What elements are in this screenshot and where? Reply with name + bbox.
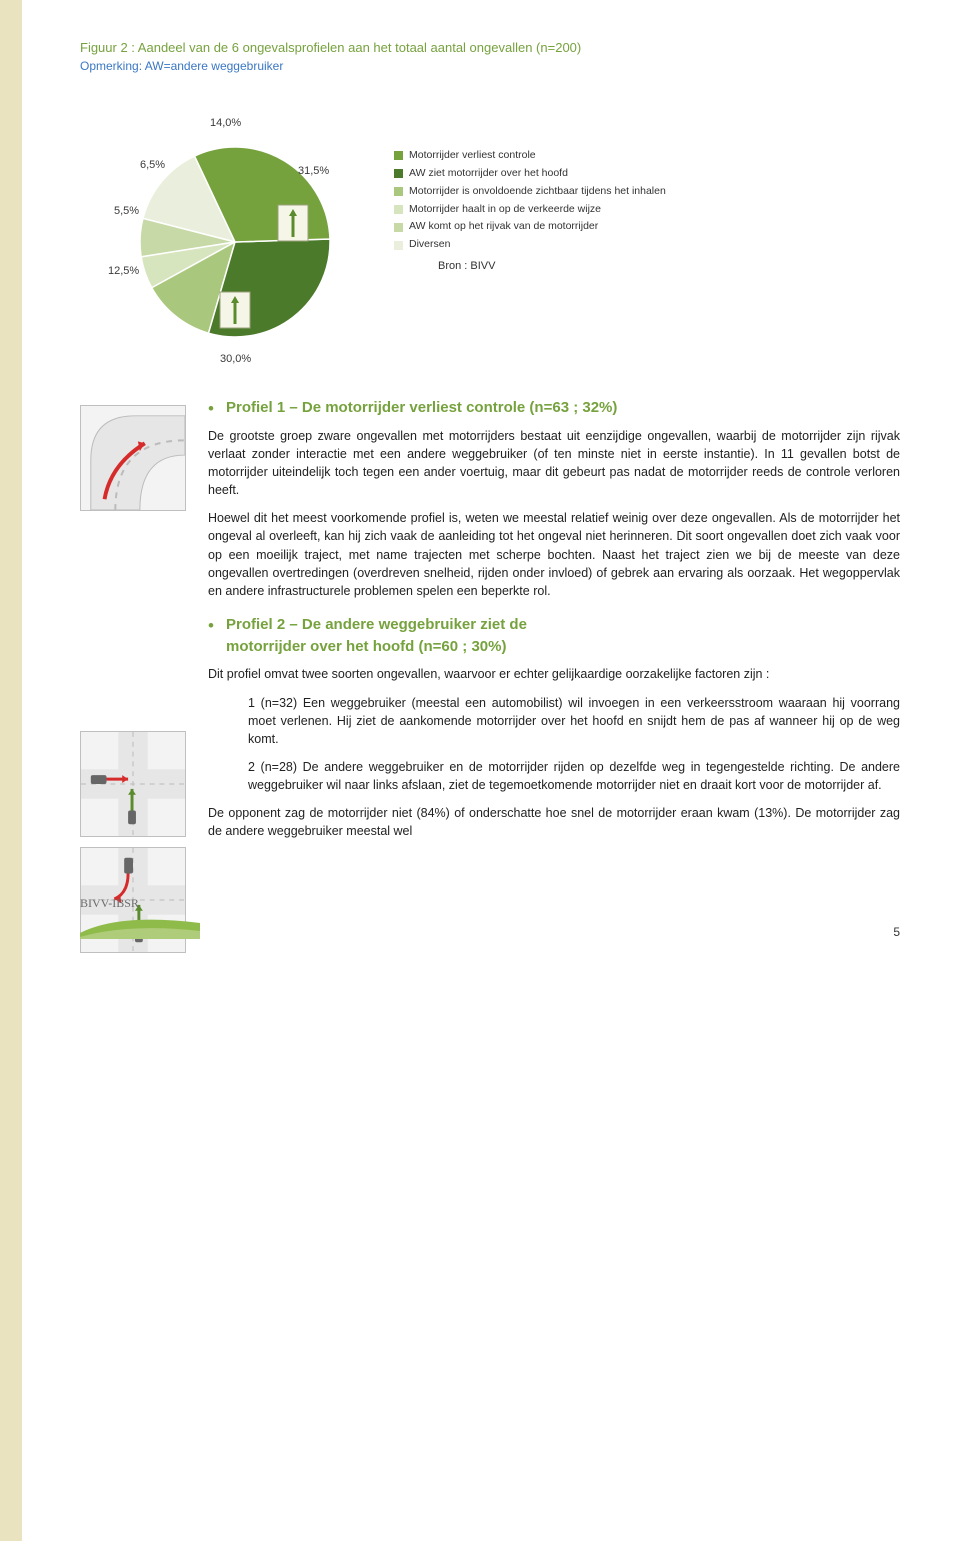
pie-label-0: 31,5% — [298, 165, 329, 177]
footer-logo: BIVV-IBSR — [80, 893, 200, 939]
legend-swatch — [394, 187, 403, 196]
profile-2-intro: Dit profiel omvat twee soorten ongevalle… — [208, 665, 900, 683]
legend-item: Diversen — [394, 236, 666, 254]
thumbnail-column — [80, 397, 190, 953]
page-footer: BIVV-IBSR 5 — [80, 893, 900, 939]
profile-1-para-2: Hoewel dit het meest voorkomende profiel… — [208, 509, 900, 600]
pie-label-1: 30,0% — [220, 353, 251, 365]
legend-label: AW komt op het rijvak van de motorrijder — [409, 218, 598, 236]
profile-2-item-2: 2 (n=28) De andere weggebruiker en de mo… — [248, 758, 900, 794]
page-number: 5 — [893, 925, 900, 939]
legend-item: Motorrijder haalt in op de verkeerde wij… — [394, 201, 666, 219]
text-column: Profiel 1 – De motorrijder verliest cont… — [208, 397, 900, 953]
legend-and-source: Motorrijder verliest controleAW ziet mot… — [394, 87, 666, 272]
thumb-profile-1 — [80, 405, 186, 511]
pie-label-3: 5,5% — [114, 205, 139, 217]
legend-swatch — [394, 205, 403, 214]
profile-1-heading-text: Profiel 1 – De motorrijder verliest cont… — [226, 397, 900, 419]
pie-label-5: 14,0% — [210, 117, 241, 129]
bivv-logo-icon: BIVV-IBSR — [80, 893, 200, 939]
legend-swatch — [394, 223, 403, 232]
legend-label: Motorrijder verliest controle — [409, 147, 536, 165]
main-text-columns: Profiel 1 – De motorrijder verliest cont… — [80, 397, 900, 953]
profile-2-item-1: 1 (n=32) Een weggebruiker (meestal een a… — [248, 694, 900, 748]
pie-label-4: 6,5% — [140, 159, 165, 171]
profile-2-heading-text: Profiel 2 – De andere weggebruiker ziet … — [226, 614, 900, 658]
logo-text: BIVV-IBSR — [80, 896, 139, 910]
figure-title: Figuur 2 : Aandeel van de 6 ongevalsprof… — [80, 40, 900, 55]
legend-label: Diversen — [409, 236, 450, 254]
pie-chart-block: 31,5% 30,0% 12,5% 5,5% 6,5% 14,0% Motorr… — [80, 87, 900, 377]
legend-label: Motorrijder is onvoldoende zichtbaar tij… — [409, 183, 666, 201]
bullet-icon — [208, 614, 226, 666]
pie-chart-wrap: 31,5% 30,0% 12,5% 5,5% 6,5% 14,0% — [80, 87, 380, 377]
profile-2-closing: De opponent zag de motorrijder niet (84%… — [208, 804, 900, 840]
legend-item: AW ziet motorrijder over het hoofd — [394, 165, 666, 183]
legend-swatch — [394, 169, 403, 178]
chart-source: Bron : BIVV — [438, 260, 666, 272]
profile-2-heading-line2: motorrijder over het hoofd (n=60 ; 30%) — [226, 638, 506, 655]
legend-label: AW ziet motorrijder over het hoofd — [409, 165, 568, 183]
legend-swatch — [394, 241, 403, 250]
thumb-profile-2a — [80, 731, 186, 837]
page-content: Figuur 2 : Aandeel van de 6 ongevalsprof… — [80, 0, 900, 953]
profile-1-para-1: De grootste groep zware ongevallen met m… — [208, 427, 900, 500]
legend-item: AW komt op het rijvak van de motorrijder — [394, 218, 666, 236]
bullet-icon — [208, 397, 226, 427]
profile-2-heading-line1: Profiel 2 – De andere weggebruiker ziet … — [226, 616, 527, 633]
pie-label-2: 12,5% — [108, 265, 139, 277]
legend-item: Motorrijder verliest controle — [394, 147, 666, 165]
legend-item: Motorrijder is onvoldoende zichtbaar tij… — [394, 183, 666, 201]
pie-chart — [80, 87, 380, 377]
profile-2-heading: Profiel 2 – De andere weggebruiker ziet … — [208, 614, 900, 666]
figure-subtitle: Opmerking: AW=andere weggebruiker — [80, 59, 900, 73]
profile-1-heading: Profiel 1 – De motorrijder verliest cont… — [208, 397, 900, 427]
left-decorative-band — [0, 0, 22, 1541]
pie-legend: Motorrijder verliest controleAW ziet mot… — [394, 147, 666, 254]
legend-swatch — [394, 151, 403, 160]
legend-label: Motorrijder haalt in op de verkeerde wij… — [409, 201, 601, 219]
